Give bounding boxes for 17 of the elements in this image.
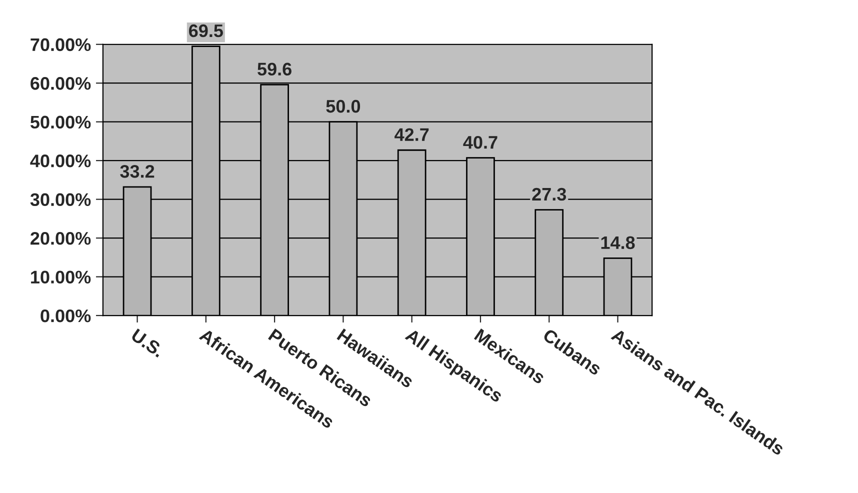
- data-label: 59.6: [258, 62, 292, 76]
- data-label: 69.5: [189, 24, 223, 38]
- y-tick-label: 30.00%: [30, 193, 91, 206]
- y-tick-label: 10.00%: [31, 270, 91, 284]
- data-label: 14.8: [601, 236, 635, 250]
- data-label: 42.7: [394, 128, 429, 141]
- y-tick-label: 50.00%: [30, 116, 91, 129]
- y-tick-label: 20.00%: [30, 232, 91, 245]
- y-tick-label: 0.00%: [40, 309, 91, 322]
- data-label: 27.3: [532, 188, 566, 201]
- data-label: 33.2: [120, 165, 154, 178]
- y-tick-label: 40.00%: [30, 154, 91, 168]
- data-label: 50.0: [326, 100, 360, 113]
- y-tick-label: 70.00%: [30, 38, 91, 52]
- x-tick-label: U.S.: [130, 328, 165, 358]
- y-tick-label: 60.00%: [30, 77, 91, 90]
- data-label: 40.7: [463, 136, 498, 149]
